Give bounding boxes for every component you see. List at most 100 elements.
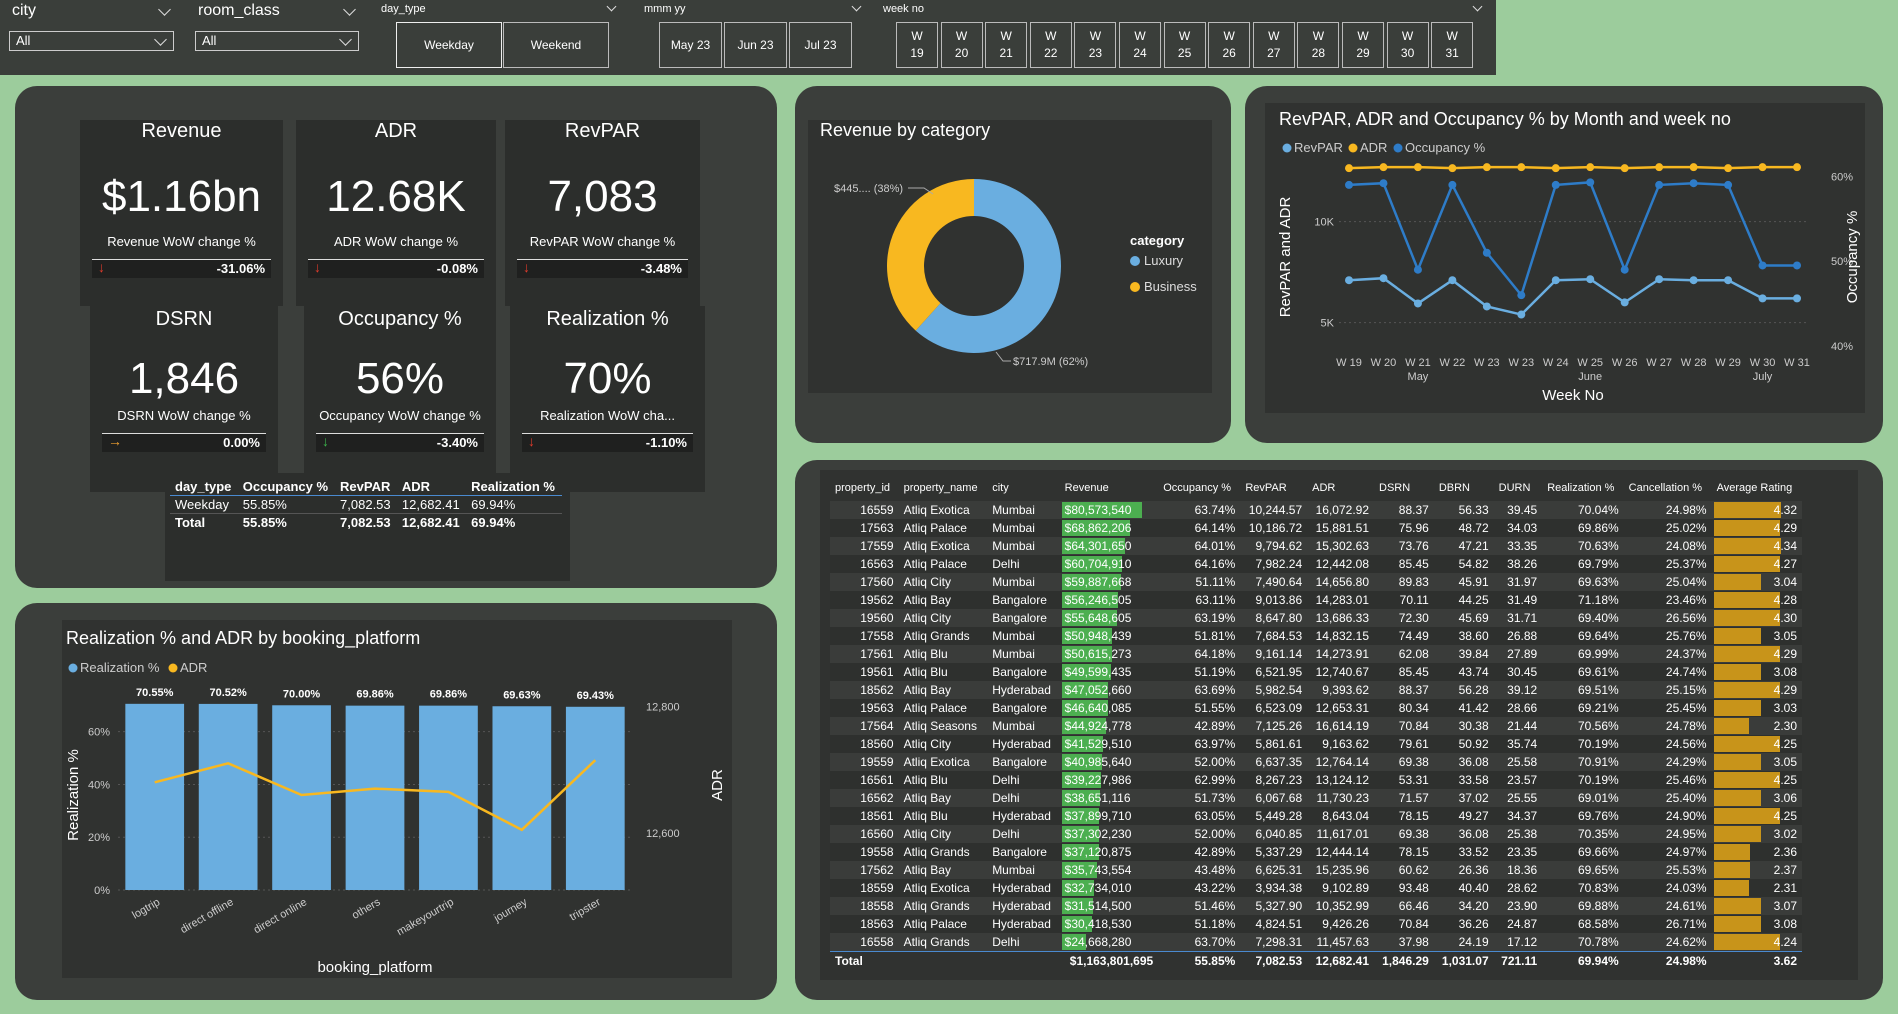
table-row[interactable]: 17560 Atliq City Mumbai $59,887,668 51.11% 7,… [830, 573, 1802, 591]
data-point[interactable] [1586, 163, 1595, 172]
data-point[interactable] [1724, 276, 1733, 285]
chevron-down-icon[interactable] [851, 1, 862, 12]
legend-item[interactable]: ADR [1360, 140, 1387, 155]
column-header-occupancy-[interactable]: Occupancy % [1163, 482, 1232, 494]
week-tile[interactable]: W 29 [1342, 22, 1384, 68]
column-header-dbrn[interactable]: DBRN [1438, 482, 1470, 494]
data-point[interactable] [1448, 164, 1457, 173]
data-point[interactable] [1758, 294, 1767, 303]
column-header-dsrn[interactable]: DSRN [1379, 482, 1411, 494]
donut-slice-business[interactable] [887, 179, 974, 331]
data-point[interactable] [1448, 276, 1457, 285]
data-point[interactable] [1413, 265, 1422, 274]
data-point[interactable] [1517, 163, 1526, 172]
week-tile[interactable]: W 19 [896, 22, 938, 68]
bar-makeyourtrip[interactable] [419, 705, 478, 890]
table-row[interactable]: 16558 Atliq Grands Delhi $24,668,280 63.70% 7… [830, 933, 1802, 952]
data-point[interactable] [1345, 164, 1353, 173]
table-row[interactable]: 16560 Atliq City Delhi $37,302,230 52.00% 6,0… [830, 825, 1802, 843]
data-point[interactable] [1724, 180, 1733, 189]
column-header-durn[interactable]: DURN [1498, 482, 1531, 494]
data-point[interactable] [1689, 179, 1698, 188]
table-row[interactable]: 18558 Atliq Grands Hyderabad $31,514,500 51.… [830, 897, 1802, 915]
bar-direct-online[interactable] [272, 705, 331, 890]
data-point[interactable] [1620, 265, 1629, 274]
data-point[interactable] [1345, 276, 1353, 285]
data-point[interactable] [1345, 180, 1353, 189]
week-tile[interactable]: W 25 [1163, 22, 1206, 68]
adr-line[interactable] [154, 759, 597, 832]
week-tile[interactable]: W 23 [1074, 22, 1117, 68]
bar-journey[interactable] [492, 706, 552, 890]
data-point[interactable] [1379, 163, 1388, 172]
table-row[interactable]: 18562 Atliq Bay Hyderabad $47,052,660 63.69%… [830, 681, 1802, 699]
month-tile[interactable]: May 23 [659, 22, 722, 68]
data-point[interactable] [1448, 180, 1457, 189]
week-tile[interactable]: W 27 [1252, 22, 1295, 68]
data-point[interactable] [1793, 261, 1801, 270]
column-header-realization-[interactable]: Realization % [1547, 482, 1615, 494]
table-row[interactable]: 19560 Atliq City Bangalore $55,648,605 63.19… [830, 609, 1802, 627]
legend-item[interactable]: RevPAR [1294, 140, 1343, 155]
chevron-down-icon[interactable] [606, 1, 617, 12]
week-tile[interactable]: W 28 [1297, 22, 1340, 68]
table-row[interactable]: 16559 Atliq Exotica Mumbai $80,573,540 63.74… [830, 501, 1802, 519]
bar-others[interactable] [345, 705, 405, 890]
legend-item[interactable]: Realization % [80, 660, 160, 675]
series-line-revpar[interactable] [1348, 276, 1797, 316]
data-point[interactable] [1586, 275, 1595, 284]
legend-item[interactable]: Occupancy % [1405, 140, 1486, 155]
chevron-down-icon[interactable] [1472, 1, 1483, 12]
data-point[interactable] [1793, 163, 1801, 172]
data-point[interactable] [1551, 276, 1560, 285]
data-point[interactable] [1379, 179, 1388, 188]
legend-item[interactable]: Luxury [1144, 253, 1184, 268]
column-header[interactable]: Realization % [471, 479, 555, 494]
day-type-tile-weekend[interactable]: Weekend [503, 22, 609, 68]
column-header[interactable]: day_type [175, 479, 232, 494]
table-row[interactable]: 19562 Atliq Bay Bangalore $56,246,505 63.11%… [830, 591, 1802, 609]
month-tile[interactable]: Jun 23 [724, 22, 787, 68]
donut-slice-luxury[interactable] [915, 179, 1061, 353]
column-header[interactable]: ADR [401, 479, 431, 494]
data-point[interactable] [1586, 178, 1595, 187]
week-tile[interactable]: W 26 [1208, 22, 1251, 68]
data-point[interactable] [1655, 275, 1664, 284]
data-point[interactable] [1482, 248, 1491, 257]
table-row[interactable]: 19563 Atliq Palace Bangalore $46,640,085 51.… [830, 699, 1802, 717]
table-row[interactable]: 19558 Atliq Grands Bangalore $37,120,875 42.… [830, 843, 1802, 861]
table-row[interactable]: 18561 Atliq Blu Hyderabad $37,899,710 63.05%… [830, 807, 1802, 825]
table-row[interactable]: 18560 Atliq City Hyderabad $41,529,510 63.97… [830, 735, 1802, 753]
week-tile[interactable]: W 22 [1029, 22, 1072, 68]
week-tile[interactable]: W 20 [940, 22, 983, 68]
data-point[interactable] [1689, 276, 1698, 285]
data-point[interactable] [1517, 291, 1526, 300]
legend-item[interactable]: Business [1144, 279, 1197, 294]
column-header-revenue[interactable]: Revenue [1064, 482, 1109, 494]
table-row[interactable]: 17558 Atliq Grands Mumbai $50,948,439 51.81%… [830, 627, 1802, 645]
data-point[interactable] [1482, 302, 1491, 311]
column-header[interactable]: RevPAR [340, 479, 391, 494]
table-row[interactable]: 19561 Atliq Blu Bangalore $49,599,435 51.19%… [830, 663, 1802, 681]
data-point[interactable] [1655, 180, 1664, 189]
chevron-down-icon[interactable] [158, 3, 171, 16]
week-tile[interactable]: W 21 [985, 22, 1028, 68]
table-row[interactable]: 19559 Atliq Exotica Bangalore $40,985,640 52… [830, 753, 1802, 771]
table-row[interactable]: 17561 Atliq Blu Mumbai $50,615,273 64.18% 9,1… [830, 645, 1802, 663]
table-row[interactable]: 17559 Atliq Exotica Mumbai $64,301,650 64.01… [830, 537, 1802, 555]
data-point[interactable] [1551, 180, 1560, 189]
data-point[interactable] [1379, 274, 1388, 283]
week-tile[interactable]: W 30 [1386, 22, 1429, 68]
series-line-occupancy-[interactable] [1348, 181, 1797, 298]
data-point[interactable] [1551, 164, 1560, 173]
table-row[interactable]: 16562 Atliq Bay Delhi $38,651,116 51.73% 6,06… [830, 789, 1802, 807]
week-tile[interactable]: W 24 [1119, 22, 1161, 68]
table-row[interactable]: 18563 Atliq Palace Hyderabad $30,418,530 51.… [830, 915, 1802, 933]
month-tile[interactable]: Jul 23 [789, 22, 852, 68]
column-header-city[interactable]: city [992, 482, 1009, 494]
table-row[interactable]: 17564 Atliq Seasons Mumbai $44,924,778 42.89… [830, 717, 1802, 735]
table-row[interactable]: 17563 Atliq Palace Mumbai $68,862,206 64.14%… [830, 519, 1802, 537]
data-point[interactable] [1689, 163, 1698, 172]
data-point[interactable] [1620, 298, 1629, 307]
table-row[interactable]: 16563 Atliq Palace Delhi $60,704,910 64.16% 7… [830, 555, 1802, 573]
